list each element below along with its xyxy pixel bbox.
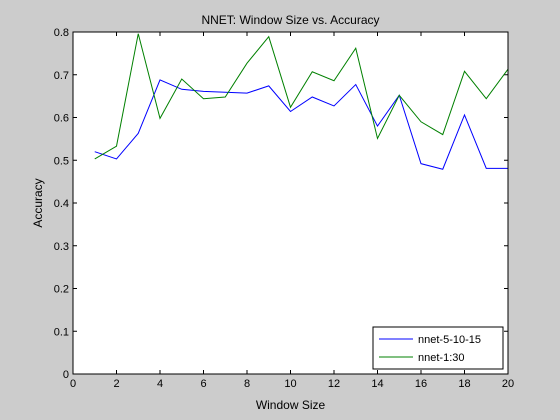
y-tick-label: 0.8 <box>54 27 69 39</box>
y-tick-label: 0.3 <box>54 241 69 253</box>
x-tick-label: 14 <box>371 378 383 390</box>
x-tick-label: 20 <box>502 378 514 390</box>
x-tick-label: 2 <box>113 378 119 390</box>
chart-title: NNET: Window Size vs. Accuracy <box>201 13 379 27</box>
x-tick-label: 0 <box>70 378 76 390</box>
x-tick-label: 6 <box>200 378 206 390</box>
legend-label-2: nnet-1:30 <box>418 352 464 364</box>
legend-label-1: nnet-5-10-15 <box>418 334 481 346</box>
axis-ticks: 0 2 4 6 8 10 12 14 16 18 20 0 0.1 0.2 0.3 0.4 0.5 0.6 0.7 0… <box>54 27 514 390</box>
x-axis-label: Window Size <box>256 398 326 412</box>
y-tick-label: 0.6 <box>54 113 69 125</box>
y-tick-label: 0.5 <box>54 155 69 167</box>
series-lines <box>94 33 509 170</box>
series-line-2 <box>94 33 509 160</box>
y-tick-label: 0.7 <box>54 70 69 82</box>
plot-area <box>73 32 508 374</box>
x-tick-label: 16 <box>415 378 427 390</box>
y-tick-label: 0.2 <box>54 284 69 296</box>
series-line-1 <box>94 79 508 170</box>
y-tick-label: 0 <box>63 369 69 381</box>
legend: nnet-5-10-15 nnet-1:30 <box>372 326 504 370</box>
x-tick-label: 12 <box>328 378 340 390</box>
x-tick-label: 18 <box>458 378 470 390</box>
y-axis-label: Accuracy <box>31 178 45 227</box>
x-tick-label: 4 <box>157 378 163 390</box>
plot-frame <box>72 31 509 375</box>
x-tick-label: 8 <box>244 378 250 390</box>
y-tick-label: 0.1 <box>54 326 69 338</box>
x-tick-label: 10 <box>284 378 296 390</box>
legend-box <box>372 326 504 370</box>
y-tick-label: 0.4 <box>54 198 69 210</box>
